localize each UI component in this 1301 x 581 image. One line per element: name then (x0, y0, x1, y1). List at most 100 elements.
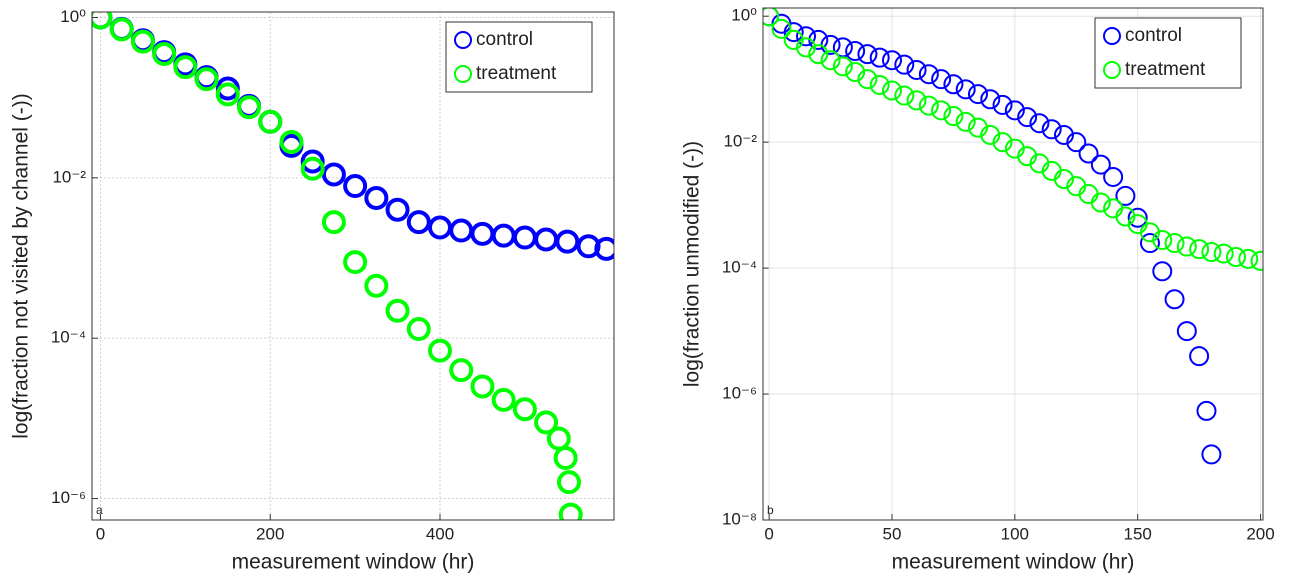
x-axis-label: measurement window (hr) (232, 551, 475, 574)
y-tick-label: 10⁻⁶ (722, 384, 757, 403)
data-point (1004, 100, 1025, 121)
data-point (1189, 346, 1210, 367)
y-tick-label: 10⁻⁶ (51, 488, 86, 507)
data-point (894, 54, 915, 75)
data-point (1103, 166, 1124, 187)
legend-marker (454, 65, 472, 83)
x-tick-label: 0 (96, 524, 105, 543)
data-point (258, 109, 283, 134)
data-point (808, 44, 829, 65)
legend-marker (1103, 61, 1121, 79)
data-point (906, 59, 927, 80)
legend: control treatment (445, 21, 593, 93)
data-point (173, 55, 198, 80)
legend-label: control (476, 29, 533, 50)
data-point (555, 229, 580, 254)
data-point (955, 79, 976, 100)
data-point (449, 358, 474, 383)
data-point (931, 100, 952, 121)
legend-box (1094, 17, 1242, 89)
data-point (300, 149, 325, 174)
data-point (406, 210, 431, 235)
data-point (321, 210, 346, 235)
data-point (194, 67, 219, 92)
data-point (881, 80, 902, 101)
data-point (512, 397, 537, 422)
data-point (1017, 107, 1038, 128)
panel-label: a (96, 503, 103, 517)
chart-panel: 10⁰ 10⁻² 10⁻⁴ 10⁻⁶ 0 200 400 a measurement windo… (10, 7, 615, 574)
x-tick-label: 150 (1124, 524, 1152, 543)
data-point (1127, 207, 1148, 228)
data-point (300, 156, 325, 181)
y-tick-label: 10⁰ (731, 6, 757, 25)
panel-label: b (767, 503, 774, 517)
y-tick-label: 10⁻⁸ (722, 509, 757, 528)
data-point (1152, 261, 1173, 282)
data-point (845, 41, 866, 62)
data-point (1090, 192, 1111, 213)
data-point (820, 50, 841, 71)
data-point (845, 62, 866, 83)
data-point (1250, 250, 1263, 271)
data-point (1053, 124, 1074, 145)
plot-area (92, 12, 614, 520)
data-point (594, 236, 614, 261)
data-point (1041, 119, 1062, 140)
data-point (894, 85, 915, 106)
data-point (980, 124, 1001, 145)
x-tick-label: 400 (426, 524, 454, 543)
data-point (321, 162, 346, 187)
data-point (857, 69, 878, 90)
data-point (1176, 321, 1197, 342)
data-point (943, 106, 964, 127)
data-point (152, 42, 177, 67)
data-point (1066, 132, 1087, 153)
data-point (1176, 236, 1197, 257)
data-point (1139, 233, 1160, 254)
y-tick-label: 10⁻⁴ (722, 258, 757, 277)
data-point (832, 56, 853, 77)
data-point (1017, 146, 1038, 167)
data-point (1152, 229, 1173, 250)
data-point (92, 12, 113, 30)
data-point (1189, 239, 1210, 260)
data-point (343, 250, 368, 275)
data-point (385, 197, 410, 222)
data-point (534, 410, 559, 435)
data-point (955, 111, 976, 132)
data-point (906, 90, 927, 111)
legend-box (445, 21, 593, 93)
data-point (343, 174, 368, 199)
data-point (771, 18, 792, 39)
y-axis-label: log(fraction not visited by channel (-)) (10, 93, 33, 439)
data-point (795, 37, 816, 58)
x-axis-label: measurement window (hr) (892, 551, 1135, 574)
axes-box (91, 11, 615, 521)
legend-label: treatment (476, 63, 557, 84)
data-point (428, 338, 452, 363)
data-point (491, 387, 516, 412)
data-point (992, 132, 1013, 153)
x-tick-label: 200 (1246, 524, 1274, 543)
data-point (385, 298, 410, 323)
x-tick-label: 50 (883, 524, 902, 543)
legend-marker (454, 31, 472, 49)
data-point (1078, 143, 1099, 164)
data-point (406, 317, 431, 342)
legend-label: control (1125, 25, 1182, 46)
plot-area (763, 8, 1263, 520)
data-point (558, 502, 583, 520)
data-point (1090, 154, 1111, 175)
data-point (1164, 289, 1185, 310)
data-point (1201, 242, 1222, 263)
data-point (557, 470, 582, 495)
data-point (795, 26, 816, 47)
data-point (237, 95, 262, 120)
data-point (364, 186, 389, 211)
data-point (857, 44, 878, 65)
data-point (1201, 444, 1222, 465)
data-point (869, 74, 890, 95)
data-point (364, 273, 389, 298)
